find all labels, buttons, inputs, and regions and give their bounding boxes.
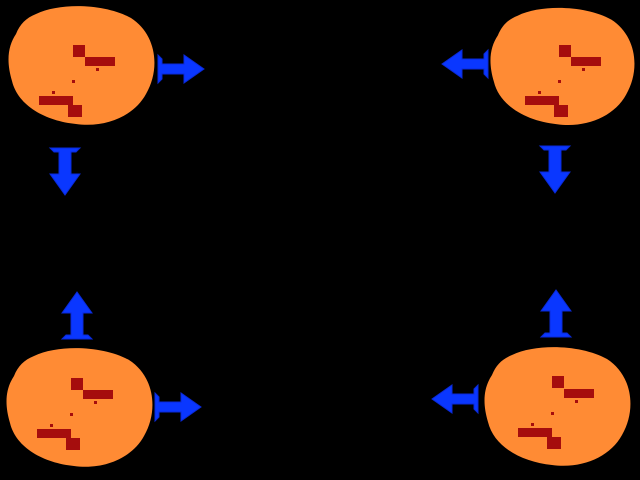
arrow-left[interactable] <box>441 48 489 80</box>
creature-face <box>525 45 601 117</box>
creature-top-right[interactable] <box>490 7 635 125</box>
creature-top-left[interactable] <box>8 6 155 125</box>
creature-bottom-left[interactable] <box>6 348 153 467</box>
arrow-right[interactable] <box>157 53 205 85</box>
creature-bottom-right[interactable] <box>484 347 631 466</box>
arrow-up[interactable] <box>539 289 573 338</box>
arrow-right[interactable] <box>154 391 202 423</box>
creature-face <box>37 378 113 450</box>
creature-face <box>518 376 594 449</box>
arrow-down[interactable] <box>538 145 572 194</box>
creature-face <box>39 45 115 117</box>
arrow-down[interactable] <box>48 147 82 196</box>
arrow-left[interactable] <box>431 383 479 415</box>
arrow-up[interactable] <box>60 291 94 340</box>
